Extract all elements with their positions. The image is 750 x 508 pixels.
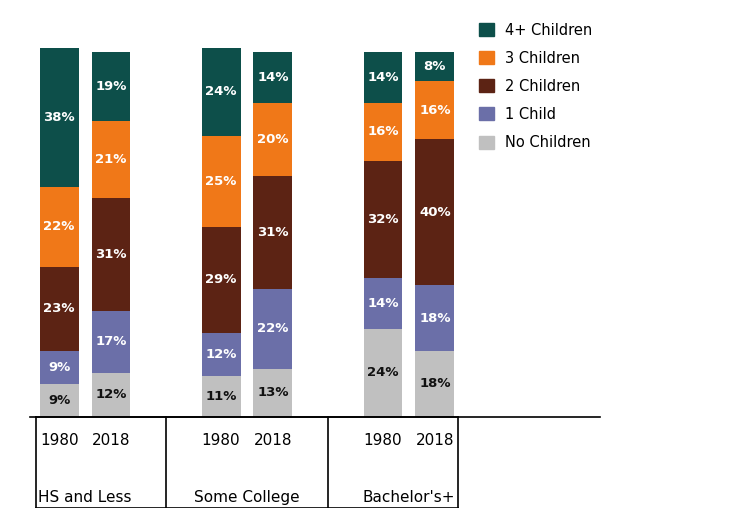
Bar	[40, 384, 79, 417]
Text: 22%: 22%	[257, 323, 289, 335]
Text: 19%: 19%	[95, 80, 127, 93]
Bar	[254, 369, 292, 417]
Bar	[202, 48, 241, 136]
Bar	[40, 351, 79, 384]
Bar	[202, 333, 241, 376]
Text: 13%: 13%	[257, 387, 289, 399]
Text: 8%: 8%	[424, 60, 446, 73]
Text: 12%: 12%	[95, 388, 127, 401]
Text: 9%: 9%	[48, 394, 70, 406]
Bar	[416, 52, 454, 81]
Bar	[416, 139, 454, 285]
Text: 18%: 18%	[419, 311, 451, 325]
Text: 25%: 25%	[206, 175, 237, 188]
Text: 18%: 18%	[419, 377, 451, 390]
Text: 40%: 40%	[419, 206, 451, 219]
Text: 16%: 16%	[419, 104, 451, 117]
Bar	[416, 81, 454, 139]
Bar	[40, 267, 79, 351]
Text: 16%: 16%	[368, 125, 399, 139]
Bar	[92, 373, 130, 417]
Text: 22%: 22%	[44, 220, 75, 233]
Bar	[364, 103, 403, 161]
Bar	[92, 52, 130, 121]
Text: 20%: 20%	[257, 133, 289, 146]
Text: 32%: 32%	[368, 213, 399, 226]
Bar	[40, 187, 79, 267]
Bar	[92, 311, 130, 373]
Bar	[416, 351, 454, 417]
Bar	[364, 52, 403, 103]
Text: 38%: 38%	[44, 111, 75, 124]
Bar	[92, 198, 130, 311]
Text: 31%: 31%	[257, 226, 289, 239]
Legend: 4+ Children, 3 Children, 2 Children, 1 Child, No Children: 4+ Children, 3 Children, 2 Children, 1 C…	[479, 22, 592, 150]
Text: HS and Less: HS and Less	[38, 490, 132, 504]
Bar	[416, 285, 454, 351]
Text: 17%: 17%	[95, 335, 127, 348]
Text: Bachelor's+: Bachelor's+	[363, 490, 455, 504]
Text: 14%: 14%	[368, 297, 399, 310]
Bar	[254, 176, 292, 289]
Bar	[202, 136, 241, 227]
Text: 23%: 23%	[44, 302, 75, 315]
Bar	[202, 227, 241, 333]
Bar	[364, 329, 403, 417]
Bar	[92, 121, 130, 198]
Bar	[254, 103, 292, 176]
Text: 31%: 31%	[95, 248, 127, 261]
Text: 24%: 24%	[206, 85, 237, 99]
Bar	[254, 52, 292, 103]
Text: 29%: 29%	[206, 273, 237, 286]
Text: 14%: 14%	[257, 71, 289, 84]
Bar	[202, 376, 241, 417]
Bar	[364, 161, 403, 278]
Bar	[254, 289, 292, 369]
Text: 12%: 12%	[206, 348, 237, 361]
Text: Some College: Some College	[194, 490, 300, 504]
Text: 21%: 21%	[95, 153, 127, 166]
Bar	[364, 278, 403, 329]
Bar	[40, 48, 79, 187]
Text: 24%: 24%	[368, 366, 399, 379]
Text: 14%: 14%	[368, 71, 399, 84]
Text: 11%: 11%	[206, 390, 237, 403]
Text: 9%: 9%	[48, 361, 70, 374]
